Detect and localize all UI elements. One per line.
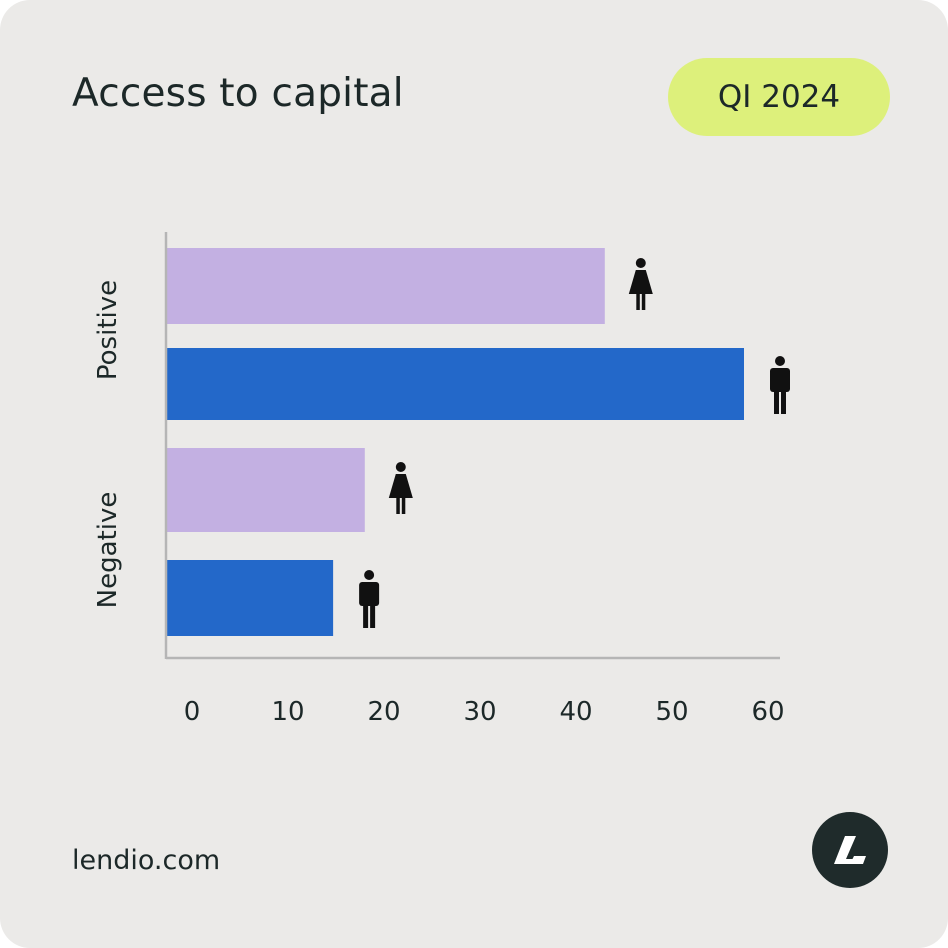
x-tick-label: 0	[184, 697, 201, 727]
bar-positive-man	[167, 348, 744, 420]
x-tick-label: 20	[367, 697, 400, 727]
category-label-positive: Positive	[93, 280, 123, 380]
bar-negative-man	[167, 560, 334, 636]
x-tick-label: 30	[463, 697, 496, 727]
footer-url: lendio.com	[72, 845, 221, 876]
chart-title: Access to capital	[72, 71, 404, 116]
x-tick-label: 40	[559, 697, 592, 727]
x-tick-label: 50	[655, 697, 688, 727]
bar-positive-woman	[167, 248, 605, 324]
man-icon	[770, 356, 790, 414]
period-badge: QI 2024	[668, 58, 890, 136]
bar-negative-woman	[167, 448, 365, 532]
woman-icon	[388, 462, 413, 514]
x-tick-label: 10	[271, 697, 304, 727]
man-icon	[359, 570, 380, 628]
category-label-negative: Negative	[93, 492, 123, 609]
x-tick-label: 60	[751, 697, 784, 727]
lendio-logo-icon	[812, 812, 888, 888]
woman-icon	[628, 258, 653, 310]
